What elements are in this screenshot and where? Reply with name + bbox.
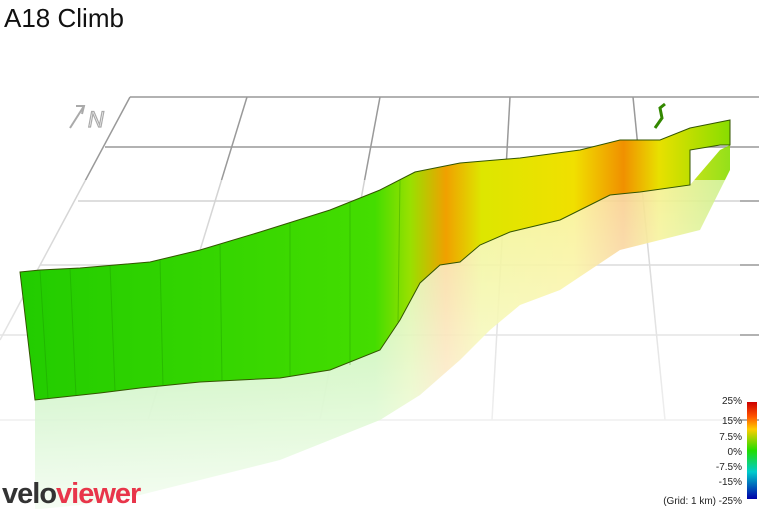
- legend-label: 7.5%: [719, 432, 742, 443]
- title: A18 Climb: [4, 3, 124, 33]
- legend-label: -25%: [719, 496, 742, 507]
- profile-ribbon: [19, 119, 731, 401]
- legend-label: 15%: [722, 416, 742, 427]
- start-marker: [653, 102, 666, 129]
- legend-label: -7.5%: [716, 462, 742, 473]
- logo-part: velo: [2, 478, 56, 509]
- grid-note: (Grid: 1 km): [663, 496, 716, 507]
- legend-label: -15%: [719, 477, 742, 488]
- compass-label: N: [88, 107, 104, 132]
- logo: veloviewer: [2, 478, 141, 509]
- logo-part: viewer: [56, 478, 141, 509]
- legend-scale: [747, 402, 757, 499]
- ribbon-stripes: [39, 179, 401, 400]
- compass: [69, 105, 86, 129]
- legend-label: 0%: [728, 447, 743, 458]
- legend-label: 25%: [722, 396, 742, 407]
